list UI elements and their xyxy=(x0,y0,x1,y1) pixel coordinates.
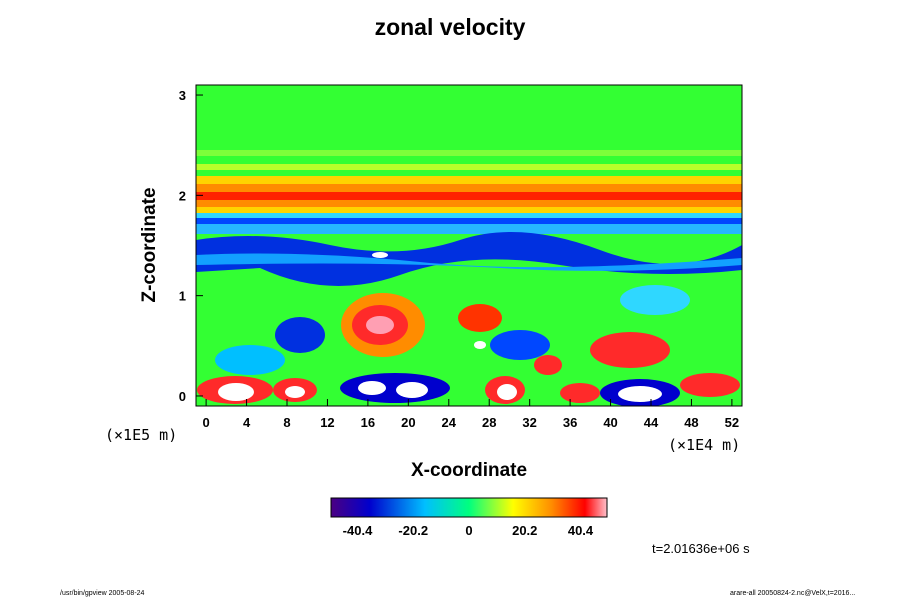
colorbar-tick-label: -40.4 xyxy=(343,523,373,538)
x-tick-label: 52 xyxy=(725,415,739,430)
colorbar-tick-label: 0 xyxy=(465,523,472,538)
x-tick-label: 0 xyxy=(202,415,209,430)
x-tick-label: 28 xyxy=(482,415,496,430)
colorbar-ticks: -40.4 -20.2 0 20.2 40.4 xyxy=(343,523,594,538)
x-axis: 0 4 8 12 16 20 24 28 32 36 40 44 48 52 xyxy=(202,399,739,430)
x-axis-label: X-coordinate xyxy=(410,460,528,481)
x-tick-label: 44 xyxy=(644,415,659,430)
y-axis-unit: (×1E5 m) xyxy=(105,426,178,444)
x-tick-label: 4 xyxy=(243,415,251,430)
x-tick-label: 32 xyxy=(522,415,536,430)
x-tick-label: 48 xyxy=(684,415,698,430)
x-tick-label: 24 xyxy=(442,415,457,430)
plot-frame xyxy=(195,84,743,407)
x-tick-label: 40 xyxy=(603,415,617,430)
colorbar xyxy=(330,497,608,518)
x-tick-label: 20 xyxy=(401,415,415,430)
velocity-field xyxy=(196,85,742,406)
y-axis-label: Z-coordinate xyxy=(139,187,160,303)
y-axis: 0 1 2 3 xyxy=(179,88,203,404)
time-label: t=2.01636e+06 s xyxy=(652,541,750,556)
colorbar-tick-label: -20.2 xyxy=(398,523,428,538)
colorbar-tick-label: 40.4 xyxy=(568,523,594,538)
chart-title: zonal velocity xyxy=(374,14,526,40)
y-tick-label: 2 xyxy=(179,188,186,203)
x-tick-label: 12 xyxy=(320,415,334,430)
x-axis-unit: (×1E4 m) xyxy=(668,436,741,454)
y-tick-label: 0 xyxy=(179,389,186,404)
footer-left: /usr/bin/gpview 2005-08-24 xyxy=(60,590,145,597)
x-tick-label: 8 xyxy=(283,415,290,430)
y-tick-label: 1 xyxy=(179,289,186,304)
x-tick-label: 36 xyxy=(563,415,577,430)
x-tick-label: 16 xyxy=(361,415,375,430)
y-tick-label: 3 xyxy=(179,88,186,103)
footer-right: arare-all 20050824-2.nc@VelX,t=2016... xyxy=(730,590,856,597)
colorbar-tick-label: 20.2 xyxy=(512,523,537,538)
